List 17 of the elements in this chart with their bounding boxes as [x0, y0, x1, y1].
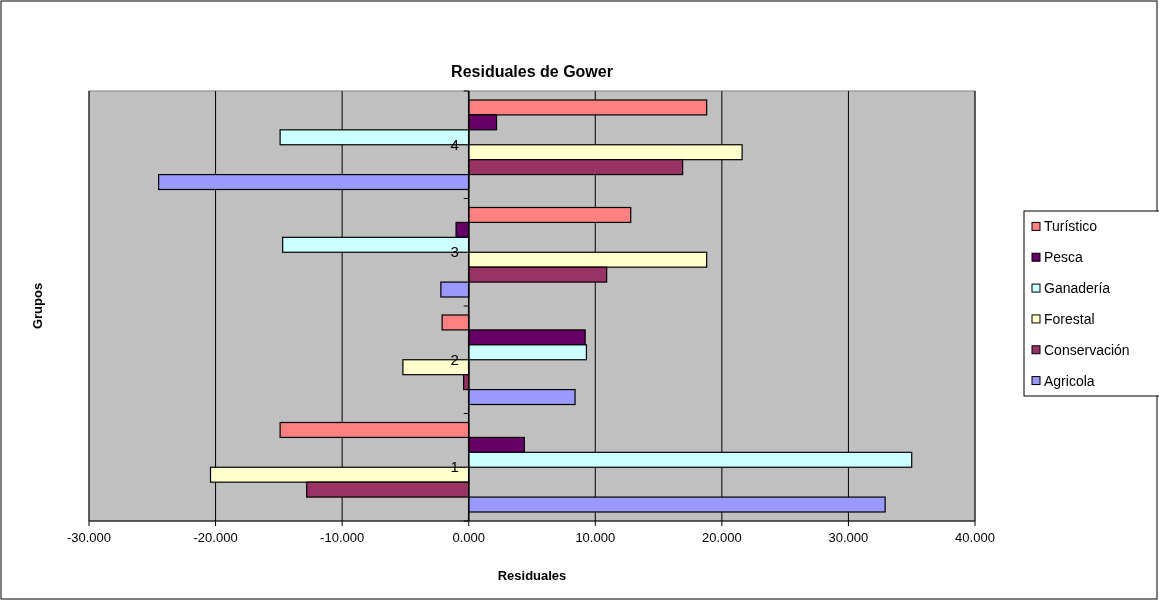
x-tick-label: 10.000 — [575, 530, 616, 545]
legend-label: Agricola — [1044, 372, 1095, 389]
x-tick-label: 40.000 — [955, 530, 995, 545]
legend-label: Turístico — [1044, 218, 1098, 235]
y-axis-title: Grupos — [30, 282, 45, 330]
x-tick-label: 0.000 — [452, 530, 485, 545]
x-tick-label: -20.000 — [193, 530, 238, 545]
x-tick-label: -30.000 — [66, 530, 112, 545]
legend-label: Conservación — [1044, 341, 1130, 358]
legend-label: Pesca — [1044, 249, 1084, 266]
x-axis-title: Residuales — [497, 568, 567, 583]
x-tick-label: 30.000 — [828, 530, 869, 545]
x-tick-label: -10.000 — [320, 530, 365, 545]
legend-label: Forestal — [1044, 310, 1095, 327]
x-tick-label: 20.000 — [701, 530, 742, 545]
legend-label: Ganadería — [1044, 280, 1111, 297]
chart-title: Residuales de Gower — [451, 63, 613, 80]
